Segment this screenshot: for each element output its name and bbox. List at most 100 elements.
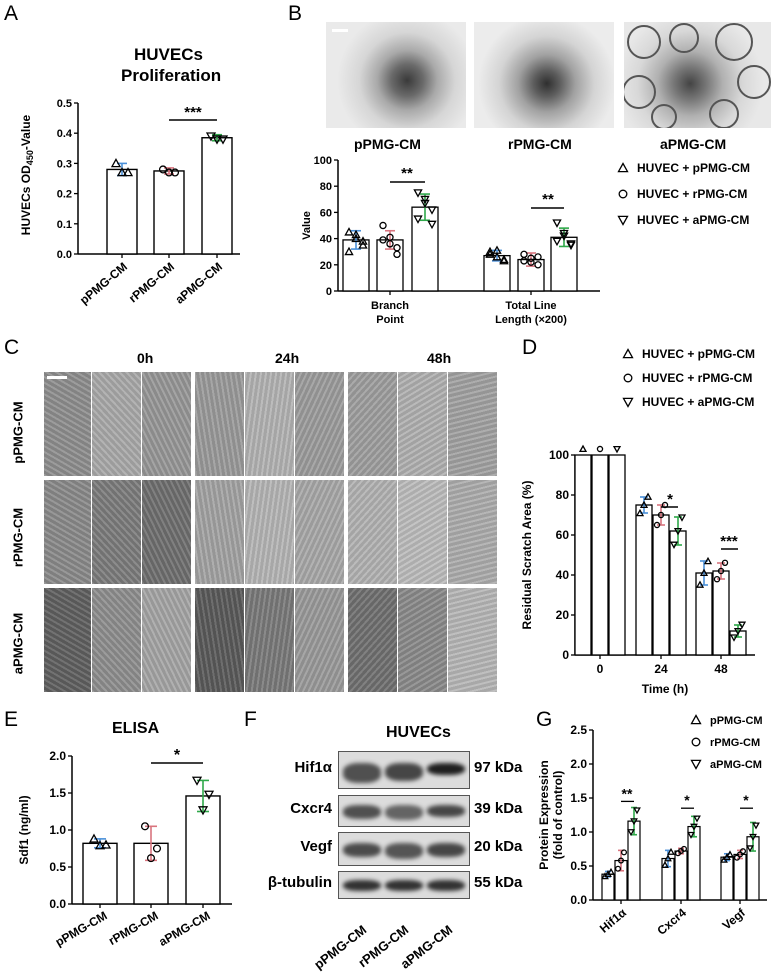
panel-b-legend-marker [617,162,629,173]
panel-d-point [737,621,747,629]
panel-label-d: D [522,336,538,359]
panel-b-point [379,236,387,244]
panel-b-point [413,215,423,224]
tube-image-apmg [624,22,771,128]
panel-d-legend-marker [623,373,633,383]
blot-band [427,879,465,892]
blot-protein-label: Hif1α [294,759,332,776]
scratch-micrograph-tile [142,480,191,584]
row-label-apmg: aPMG-CM [10,612,26,675]
panel-g-point [607,867,615,875]
scratch-micrograph-tile [245,588,294,692]
panel-g-ytick-label: 0.0 [570,893,587,907]
panel-a-xtick-label: pPMG-CM [77,260,130,308]
panel-a-point [217,135,229,145]
panel-b-point [520,257,528,265]
panel-e-point [94,840,106,850]
panel-b-point [499,254,509,264]
panel-a-ytick-label: 0.1 [57,219,72,231]
panel-g-bar [674,850,688,901]
panel-b-point [534,253,542,261]
blot-strip [338,871,470,899]
panel-b-chart: Value 0 20 40 60 80 100 Branch Point Total Line Le… [301,155,600,326]
scratch-micrograph-tile [448,372,497,476]
blot-kda-label: 55 kDa [474,874,523,891]
panel-g-bar [687,825,701,901]
panel-e-xtick-label: pPMG-CM [53,908,110,949]
panel-g-ytick-label: 1.5 [570,791,587,805]
panel-g-sig-label: * [684,792,690,808]
panel-g-point [661,860,669,868]
panel-d-point [669,541,679,549]
panel-d-point [717,567,725,575]
blot-kda-label: 20 kDa [474,838,523,855]
panel-d-point [713,575,721,583]
panel-d-sig-label: * [667,491,673,508]
panel-g-legend-marker [690,714,702,725]
panel-g-point [667,847,675,855]
panel-d-bar [574,454,592,656]
blot-band [427,805,465,817]
panel-g-legend-marker [691,737,701,747]
panel-b-xtick-label-2: Point [376,314,404,326]
panel-b-ylabel: Value [301,211,313,240]
panel-b-point [351,229,361,239]
panel-e-point [100,839,112,849]
panel-d-ytick-label: 0 [562,648,569,662]
scratch-micrograph-tile [92,372,141,476]
panel-label-c: C [4,336,20,359]
panel-b-legend-marker [618,189,628,199]
panel-g-point [690,823,698,831]
panel-a-title-line2: Proliferation [121,66,222,85]
tube-image-label-apmg: aPMG-CM [660,136,727,152]
blot-protein-label: Cxcr4 [290,800,332,817]
scratch-micrograph-tile [142,588,191,692]
panel-e-point [152,844,162,853]
panel-a-point [164,168,174,177]
panel-d-point [673,527,683,536]
panel-b-xtick-label-2: Length (×200) [495,314,567,326]
panel-g-point [749,833,757,841]
panel-b-point [386,240,394,248]
panel-g-bar [733,853,747,901]
panel-b-sig-label: ** [542,191,554,208]
panel-b-point [427,220,437,230]
panel-e-ytick-label: 0.0 [49,897,66,911]
time-label-0h: 0h [137,350,154,366]
time-label-24h: 24h [275,350,300,366]
panel-a-xtick-label: rPMG-CM [126,260,177,306]
tube-image-label-rpmg: rPMG-CM [508,136,572,152]
panel-d-point [695,580,705,588]
panel-g-point [664,854,672,862]
panel-b-point [358,236,368,245]
panel-d-ytick-label: 60 [556,528,570,542]
panel-a-title-line1: HUVECs [134,45,203,64]
panel-d-legend-marker [622,397,634,408]
panel-d-sig-label: *** [720,533,738,550]
panel-g-point [630,818,638,826]
panel-b-legend-marker [617,215,629,226]
panel-g-sig-label: ** [622,785,633,801]
scratch-micrograph-tile [92,480,141,584]
panel-d-chart: Residual Scratch Area (%) 0 20 40 60 80 100 0 24… [520,444,755,696]
scratch-micrograph-tile [295,480,344,584]
scratch-micrograph-tile [398,588,447,692]
panel-d-point [657,511,665,519]
scale-bar [47,376,67,379]
panel-b-sig-label: ** [401,165,413,182]
scratch-micrograph-tile [348,480,397,584]
panel-g-ytick-label: 0.5 [570,859,587,873]
row-label-rpmg: rPMG-CM [10,507,26,568]
panel-d-point [729,634,739,642]
panel-d-ytick-label: 40 [556,568,570,582]
panel-g-point [693,815,701,823]
panel-d-point [578,444,588,453]
panel-d-bar [591,454,609,656]
panel-b-legend: HUVEC + pPMG-CM HUVEC + rPMG-CM HUVEC + aP… [617,161,750,227]
panel-b-xtick-label-1: Branch [371,300,409,312]
panel-g-ytick-label: 2.5 [570,723,587,737]
panel-e-xtick-label: rPMG-CM [106,908,160,947]
panel-e-point [88,833,100,843]
blot-kda-label: 39 kDa [474,800,523,817]
panel-a-bar [153,170,185,255]
